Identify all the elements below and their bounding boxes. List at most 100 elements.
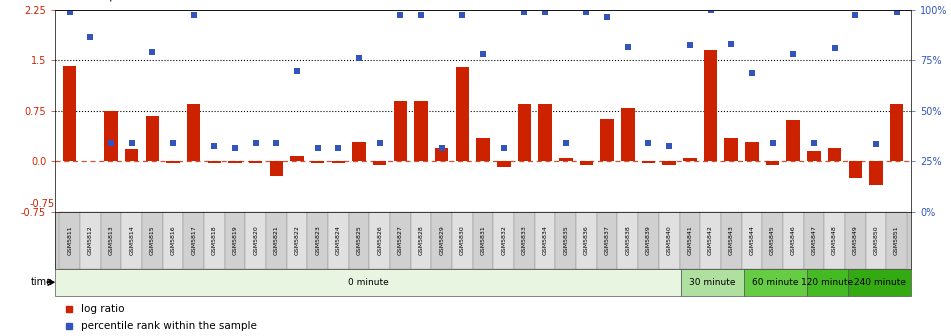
Point [455,12,470,17]
Point [868,142,883,147]
Bar [886,212,907,269]
Bar [827,148,842,161]
Bar [307,212,328,269]
Bar [804,212,825,269]
Bar [806,269,848,296]
Bar [146,116,159,161]
Point [124,140,139,146]
Bar [311,161,324,163]
Bar [683,158,696,161]
Bar [742,212,762,269]
Text: GSM5830: GSM5830 [460,225,465,255]
Bar [869,161,883,185]
Point [269,140,284,146]
Text: GSM5826: GSM5826 [378,225,382,255]
Bar [848,161,862,178]
Point [579,9,594,15]
Bar [435,148,449,161]
Text: GSM5838: GSM5838 [626,225,631,255]
Bar [682,269,744,296]
Point [620,44,635,50]
Bar [617,212,638,269]
Bar [865,212,886,269]
Bar [101,212,122,269]
Text: GSM5831: GSM5831 [480,225,486,255]
Point [786,51,801,56]
Bar [825,212,844,269]
Bar [517,104,532,161]
Text: -0.75: -0.75 [29,199,55,209]
Bar [332,161,345,163]
Bar [187,104,201,161]
Bar [204,212,224,269]
Bar [349,212,369,269]
Text: 30 minute: 30 minute [689,278,736,287]
Text: GSM5843: GSM5843 [728,225,733,255]
Bar [224,212,245,269]
Text: GSM5818: GSM5818 [212,225,217,255]
Text: GSM5845: GSM5845 [770,225,775,255]
Bar [125,149,139,161]
Bar [473,212,494,269]
Point [352,56,367,61]
Bar [369,212,390,269]
Point [537,9,553,15]
Bar [432,212,452,269]
Text: GSM5837: GSM5837 [605,225,610,255]
Bar [514,212,534,269]
Text: GSM5835: GSM5835 [563,225,569,255]
Point [496,145,512,151]
Bar [597,212,617,269]
Bar [352,142,366,161]
Point [435,145,450,151]
Point [165,140,181,146]
Bar [638,212,659,269]
Point [662,144,677,149]
Point [248,140,263,146]
Point [847,12,863,17]
Bar [534,212,555,269]
Bar [373,161,386,165]
Bar [415,101,428,161]
Text: 120 minute: 120 minute [802,278,854,287]
Bar [700,212,721,269]
Point [331,145,346,151]
Bar [848,269,911,296]
Bar [721,212,742,269]
Text: GSM5842: GSM5842 [708,225,713,255]
Point [227,145,243,151]
Text: GSM5829: GSM5829 [439,225,444,255]
Text: GSM5832: GSM5832 [501,225,506,255]
Bar [290,156,303,161]
Point [641,140,656,146]
Text: GSM5813: GSM5813 [108,225,113,255]
Bar [286,212,307,269]
Text: GSM5814: GSM5814 [129,225,134,255]
Text: GSM5815: GSM5815 [150,225,155,255]
Text: time: time [31,277,53,287]
Text: GSM5823: GSM5823 [315,225,320,255]
Bar [142,212,163,269]
Bar [538,104,552,161]
Text: GSM5828: GSM5828 [418,225,423,255]
Point [516,9,532,15]
Bar [746,142,759,161]
Bar [725,138,738,161]
Text: GSM5820: GSM5820 [253,225,258,255]
Bar [659,212,680,269]
Text: GSM5848: GSM5848 [832,225,837,255]
Point [414,12,429,17]
Bar [476,138,490,161]
Bar [704,50,717,161]
Bar [266,212,286,269]
Point [186,12,202,17]
Bar [642,161,655,163]
Point [827,46,843,51]
Point [310,145,325,151]
Bar [807,151,821,161]
Text: GSM5812: GSM5812 [87,225,93,255]
Text: GSM5816: GSM5816 [170,225,176,255]
Bar [600,119,614,161]
Bar [207,161,221,163]
Point [745,70,760,75]
